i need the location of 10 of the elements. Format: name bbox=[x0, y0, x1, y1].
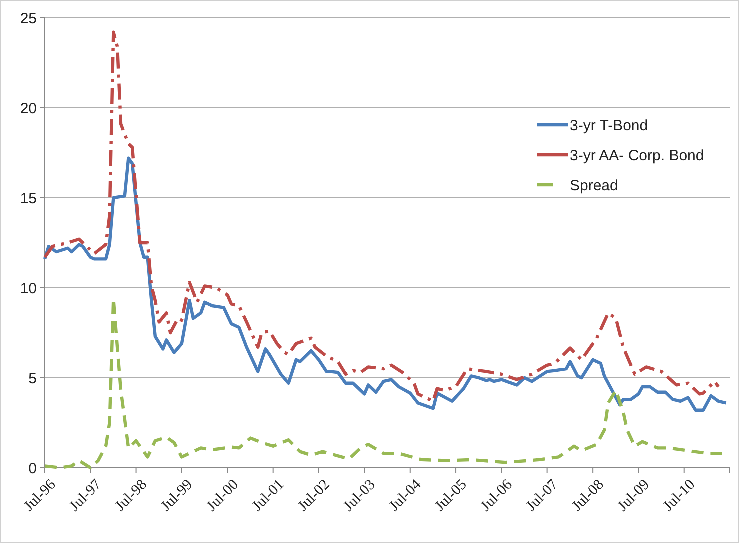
y-tick-label: 5 bbox=[28, 370, 37, 388]
y-tick-label: 20 bbox=[20, 100, 37, 118]
y-tick-label: 0 bbox=[28, 460, 37, 478]
line-series bbox=[43, 30, 720, 403]
y-tick-label: 10 bbox=[20, 280, 37, 298]
legend-label: 3-yr AA- Corp. Bond bbox=[570, 147, 704, 164]
legend-label: Spread bbox=[570, 177, 618, 194]
y-tick-label: 25 bbox=[20, 10, 37, 28]
y-tick-label: 15 bbox=[20, 190, 37, 208]
legend-label: 3-yr T-Bond bbox=[570, 117, 648, 134]
